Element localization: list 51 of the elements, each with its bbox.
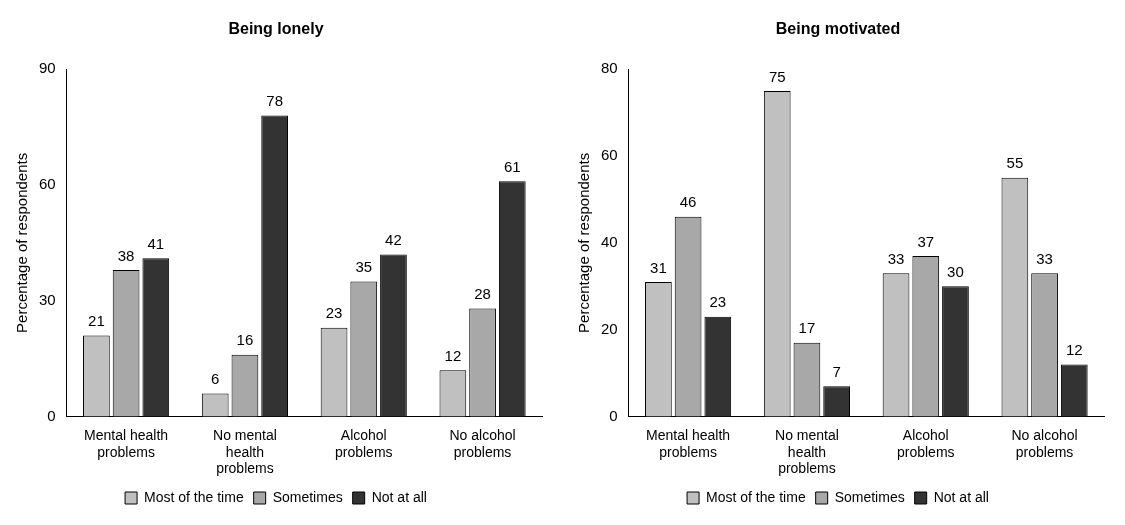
data-label: 7 <box>832 362 841 380</box>
data-label: 28 <box>474 285 491 303</box>
data-label: 41 <box>147 234 165 252</box>
data-label: 17 <box>798 319 816 337</box>
chart-title: Being motivated <box>775 20 901 38</box>
y-tick-label: 60 <box>601 146 618 164</box>
x-tick-label: Mental health problems <box>84 426 169 460</box>
data-label: 35 <box>355 258 373 276</box>
y-tick-label: 30 <box>39 290 56 308</box>
legend-label: Not at all <box>371 488 427 505</box>
y-tick-label: 40 <box>601 233 618 251</box>
y-axis-title: Percentage of respondents <box>13 152 31 333</box>
data-label: 23 <box>325 304 343 322</box>
legend-label: Most of the time <box>706 488 806 505</box>
y-axis-title: Percentage of respondents <box>575 152 593 333</box>
chart-title: Being lonely <box>228 20 324 38</box>
y-tick-label: 0 <box>609 406 618 424</box>
x-tick-label: Alcohol problems <box>896 426 955 460</box>
data-label: 21 <box>88 312 105 330</box>
legend-label: Sometimes <box>834 488 905 505</box>
data-label: 38 <box>117 246 135 264</box>
data-label: 30 <box>947 262 964 280</box>
y-tick-label: 80 <box>601 59 618 77</box>
legend-label: Most of the time <box>144 488 244 505</box>
data-label: 33 <box>887 249 905 267</box>
y-tick-label: 0 <box>47 406 56 424</box>
data-label: 12 <box>444 346 462 364</box>
legend-label: Not at all <box>933 488 989 505</box>
y-tick-label: 20 <box>601 319 618 337</box>
data-label: 6 <box>211 370 220 388</box>
x-tick-label: Mental health problems <box>646 426 731 460</box>
x-tick-label: No mental health problems <box>775 426 839 477</box>
data-label: 55 <box>1006 154 1024 172</box>
x-tick-label: No mental health problems <box>213 426 277 477</box>
data-label: 37 <box>917 232 935 250</box>
data-label: 23 <box>709 293 727 311</box>
y-tick-label: 90 <box>39 59 56 77</box>
data-label: 78 <box>266 92 283 110</box>
data-label: 16 <box>236 331 254 349</box>
data-label: 31 <box>650 258 667 276</box>
x-tick-label: No alcohol problems <box>1011 426 1078 460</box>
data-label: 12 <box>1065 341 1083 359</box>
y-tick-label: 60 <box>39 175 56 193</box>
data-label: 61 <box>503 157 521 175</box>
data-label: 46 <box>679 193 697 211</box>
data-label: 75 <box>768 67 786 85</box>
data-label: 42 <box>385 231 402 249</box>
legend-label: Sometimes <box>272 488 343 505</box>
data-label: 33 <box>1036 249 1053 267</box>
x-tick-label: No alcohol problems <box>449 426 516 460</box>
x-tick-label: Alcohol problems <box>334 426 393 460</box>
